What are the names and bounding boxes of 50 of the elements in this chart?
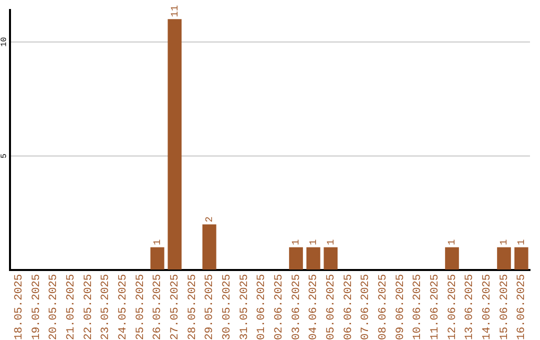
- y-tick-label: 5: [0, 153, 10, 158]
- y-tick-label: 10: [0, 36, 10, 47]
- x-tick-label: 28.05.2025: [186, 274, 199, 340]
- x-tick-label: 08.06.2025: [378, 274, 390, 340]
- x-tick-label: 11.06.2025: [430, 274, 442, 340]
- data-label: 2: [204, 216, 216, 222]
- bar: [202, 224, 216, 270]
- x-tick-label: 03.06.2025: [290, 274, 303, 340]
- x-tick-label: 20.05.2025: [48, 274, 60, 340]
- x-tick-label: 29.05.2025: [204, 274, 216, 340]
- x-tick-label: 04.06.2025: [308, 274, 320, 340]
- bar: [168, 19, 182, 270]
- x-tick-label: 19.05.2025: [30, 274, 43, 340]
- bar: [497, 247, 511, 270]
- x-tick-label: 22.05.2025: [82, 274, 95, 340]
- bar: [289, 247, 303, 270]
- x-tick-label: 27.05.2025: [170, 274, 182, 340]
- data-label: 1: [448, 239, 459, 246]
- x-tick-label: 23.05.2025: [100, 274, 112, 340]
- x-tick-label: 18.05.2025: [14, 274, 26, 340]
- x-tick-label: 26.05.2025: [152, 274, 164, 340]
- bar: [514, 247, 528, 270]
- x-tick-label: 24.05.2025: [118, 274, 130, 340]
- data-label: 11: [170, 5, 182, 18]
- x-tick-label: 21.05.2025: [66, 274, 78, 340]
- x-tick-label: 14.06.2025: [482, 274, 494, 340]
- bar: [150, 247, 164, 270]
- x-tick-label: 13.06.2025: [464, 274, 476, 340]
- bar: [324, 247, 338, 270]
- x-tick-label: 12.06.2025: [446, 274, 459, 340]
- x-tick-label: 30.05.2025: [222, 274, 234, 340]
- data-label: 1: [152, 239, 164, 246]
- x-tick-label: 02.06.2025: [274, 274, 286, 340]
- x-tick-label: 07.06.2025: [360, 274, 372, 340]
- x-tick-label: 09.06.2025: [394, 274, 407, 340]
- data-label: 1: [500, 239, 511, 246]
- data-label: 1: [292, 239, 303, 246]
- x-tick-label: 15.06.2025: [498, 274, 511, 340]
- bar: [445, 247, 459, 270]
- data-label: 1: [516, 239, 528, 246]
- bar: [306, 247, 320, 270]
- x-tick-label: 05.06.2025: [326, 274, 338, 340]
- x-tick-label: 25.05.2025: [134, 274, 147, 340]
- x-tick-label: 16.06.2025: [516, 274, 528, 340]
- x-tick-label: 31.05.2025: [238, 274, 251, 340]
- data-label: 1: [308, 239, 320, 246]
- x-tick-label: 10.06.2025: [412, 274, 424, 340]
- x-tick-label: 01.06.2025: [256, 274, 268, 340]
- x-tick-label: 06.06.2025: [342, 274, 355, 340]
- data-label: 1: [326, 239, 338, 246]
